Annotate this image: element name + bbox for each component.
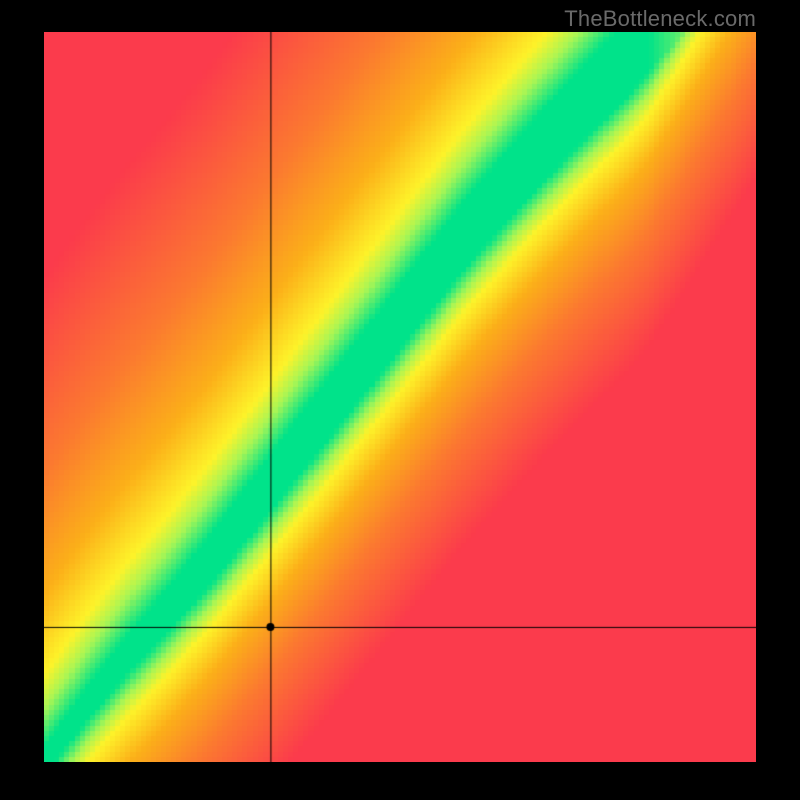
watermark-text: TheBottleneck.com [564, 6, 756, 32]
bottleneck-heatmap [44, 32, 756, 762]
